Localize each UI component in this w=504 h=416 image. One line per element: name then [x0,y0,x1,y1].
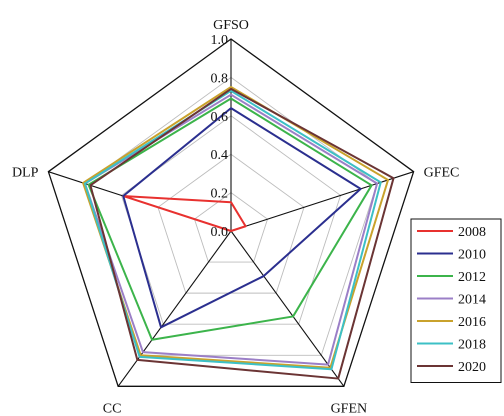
legend-label-2016: 2016 [458,315,486,330]
axis-label-gfso: GFSO [213,18,249,33]
legend-label-2014: 2014 [458,293,486,308]
legend-label-2020: 2020 [458,360,486,375]
axis-label-cc: CC [103,401,122,416]
axis-label-gfec: GFEC [424,166,460,181]
radar-series [82,86,395,380]
grid-ring [47,38,415,387]
axis-label-dlp: DLP [12,166,39,181]
tick-label: 0.8 [211,71,229,86]
tick-label: 1.0 [211,33,229,48]
grid-ring [193,192,269,263]
axis-labels: GFSO GFEC GFEN CC DLP [12,18,459,416]
tick-label: 0.2 [211,187,229,202]
series-2018 [83,89,382,371]
legend-label-2018: 2018 [458,338,486,353]
spoke-gfen [230,230,345,387]
tick-label: 0.0 [211,225,229,240]
series-2008 [122,194,247,232]
legend: 2008 2010 2012 2014 2016 2018 2020 [410,218,502,383]
legend-label-2010: 2010 [458,248,486,263]
series-2012 [87,97,373,341]
tick-label: 0.4 [211,148,229,163]
radial-tick-labels: 0.0 0.2 0.4 0.6 0.8 1.0 [211,33,229,240]
series-2020 [89,87,395,380]
tick-label: 0.6 [211,110,229,125]
spoke-gfec [230,171,414,232]
legend-box [410,218,502,383]
axis-label-gfen: GFEN [331,401,368,416]
legend-label-2012: 2012 [458,270,486,285]
series-2016 [82,86,390,369]
legend-label-2008: 2008 [458,225,486,240]
series-2010 [122,107,362,329]
